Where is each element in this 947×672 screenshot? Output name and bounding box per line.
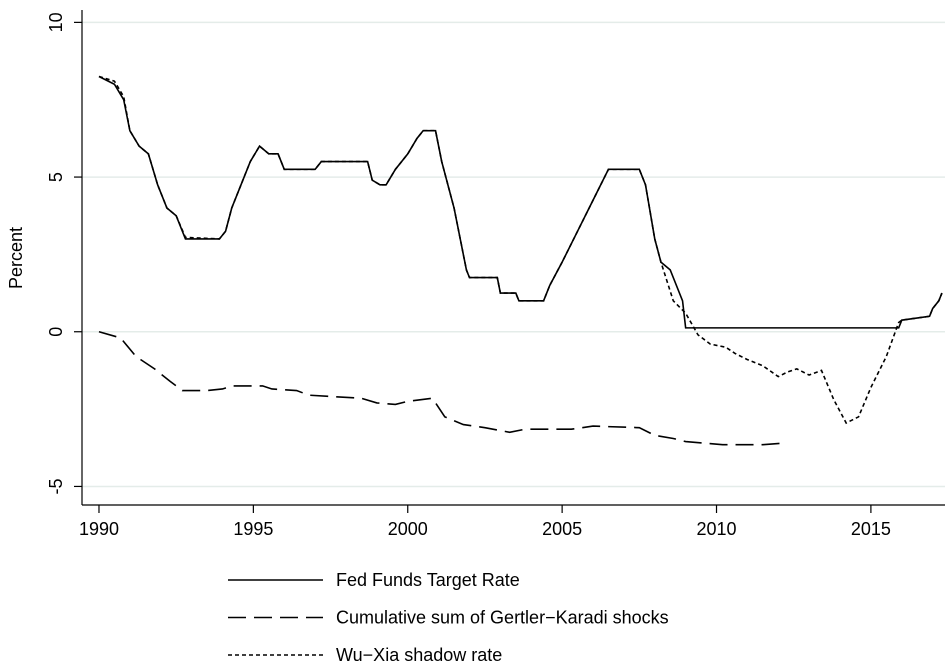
x-tick-label: 2005 [542,519,582,539]
x-tick-label: 2000 [388,519,428,539]
x-tick-label: 2015 [851,519,891,539]
x-tick-label: 2010 [696,519,736,539]
x-tick-label: 1990 [79,519,119,539]
y-tick-label: 0 [46,327,66,337]
series-line [98,75,943,425]
legend-label: Cumulative sum of Gertler−Karadi shocks [336,608,669,628]
series-line [98,75,943,329]
y-axis-label: Percent [6,227,26,289]
y-tick-label: 10 [46,12,66,32]
y-tick-label: -5 [46,478,66,494]
series-line [98,330,785,446]
x-tick-label: 1995 [233,519,273,539]
legend-label: Wu−Xia shadow rate [336,645,502,665]
legend-label: Fed Funds Target Rate [336,570,520,590]
y-tick-label: 5 [46,172,66,182]
